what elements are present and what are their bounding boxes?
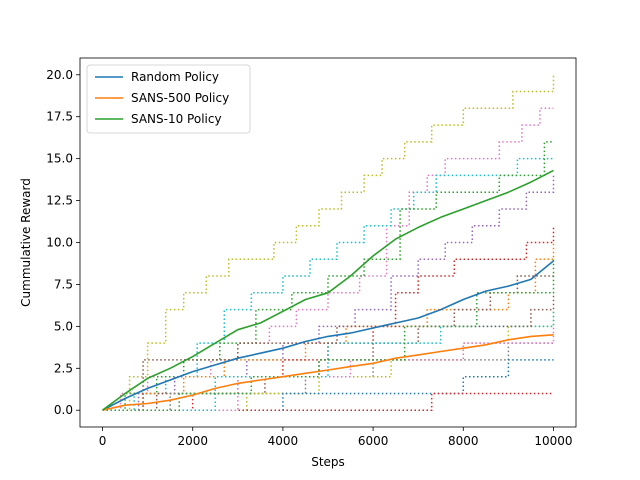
x-axis-label: Steps <box>311 455 345 469</box>
run-line-3 <box>102 141 554 411</box>
run-line-11 <box>102 392 554 411</box>
y-axis-label: Cummulative Reward <box>19 178 33 307</box>
axes: 0 2000 4000 6000 8000 10000 0.0 2.5 5.0 7.5 10.0 12… <box>19 57 577 469</box>
run-line-1 <box>102 107 554 411</box>
y-tick-label-3: 7.5 <box>54 277 73 291</box>
series-line-1 <box>102 334 554 411</box>
x-tick-label-5: 10000 <box>534 434 572 448</box>
y-tick-label-6: 15.0 <box>46 152 73 166</box>
y-tick-label-0: 0.0 <box>54 403 73 417</box>
run-line-15 <box>102 259 555 411</box>
legend-label-0: Random Policy <box>131 70 219 84</box>
y-tick-label-8: 20.0 <box>46 68 73 82</box>
y-tick-label-1: 2.5 <box>54 361 73 375</box>
mean-series <box>102 169 555 411</box>
series-line-0 <box>102 260 555 411</box>
run-line-14 <box>102 292 555 411</box>
legend-box <box>86 64 251 134</box>
x-tick-label-1: 2000 <box>177 434 208 448</box>
x-tick-label-3: 6000 <box>358 434 389 448</box>
run-line-0 <box>102 74 555 411</box>
y-tick-label-2: 5.0 <box>54 319 73 333</box>
y-tick-label-5: 12.5 <box>46 194 73 208</box>
y-tick-label-4: 10.0 <box>46 236 73 250</box>
run-line-12 <box>102 326 555 411</box>
run-line-2 <box>102 157 554 411</box>
x-tick-label-0: 0 <box>99 434 107 448</box>
x-tick-label-4: 8000 <box>448 434 479 448</box>
legend: Random Policy SANS-500 Policy SANS-10 Poli… <box>86 64 251 134</box>
legend-label-1: SANS-500 Policy <box>131 91 229 105</box>
individual-runs <box>102 74 555 411</box>
run-line-10 <box>102 359 554 411</box>
x-tick-label-2: 4000 <box>268 434 299 448</box>
series-line-2 <box>102 169 554 411</box>
legend-label-2: SANS-10 Policy <box>131 112 222 126</box>
y-tick-label-7: 17.5 <box>46 110 73 124</box>
